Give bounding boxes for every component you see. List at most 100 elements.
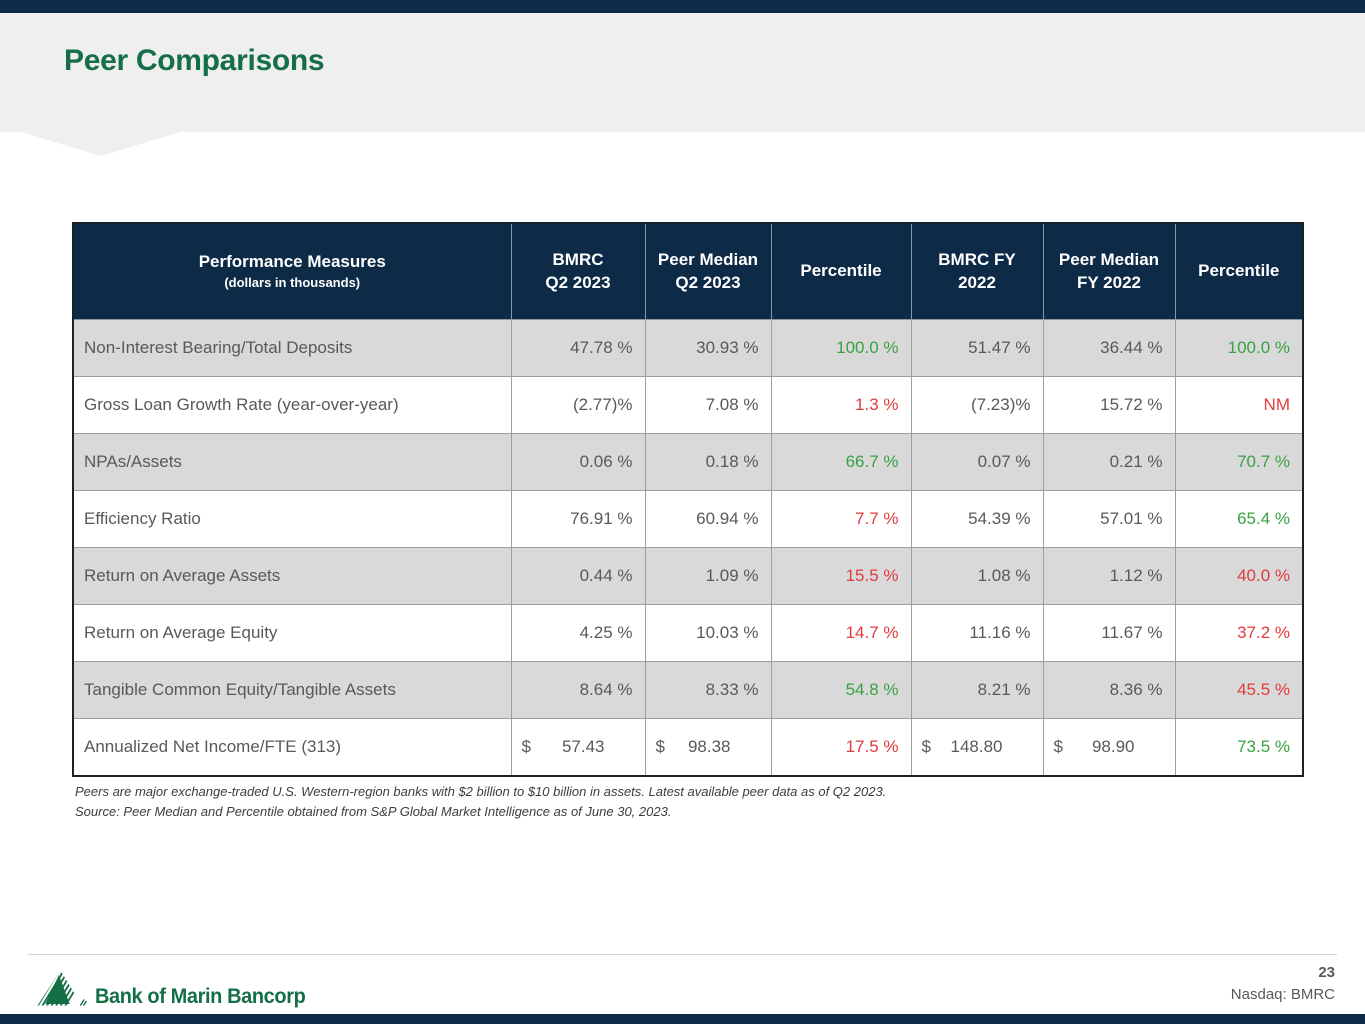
bottom-accent-bar (0, 1014, 1365, 1024)
cell-value: 60.94 % (696, 509, 758, 529)
cell-prefix: $ (656, 737, 665, 757)
cell-value: 57.01 % (1100, 509, 1162, 529)
cell-value: 37.2 % (1237, 623, 1290, 643)
cell-value: 0.21 % (1110, 452, 1163, 472)
cell-value: 65.4 % (1237, 509, 1290, 529)
ticker-label: Nasdaq: BMRC (1231, 984, 1335, 1006)
table-row: NPAs/Assets 0.06 % 0.18 % 66.7 % 0.07 % … (73, 434, 1303, 491)
cell-value: 57.43 (562, 737, 605, 757)
header-line1: Percentile (772, 260, 911, 283)
cell-value: 8.21 % (978, 680, 1031, 700)
metric-cell: 76.91 % (511, 491, 645, 548)
header-line1: Percentile (1176, 260, 1303, 283)
metric-cell: 1.12 % (1043, 548, 1175, 605)
cell-value: 98.90 (1092, 737, 1135, 757)
cell-value: 100.0 % (836, 338, 898, 358)
cell-value: (7.23)% (971, 395, 1031, 415)
metric-cell: 0.07 % (911, 434, 1043, 491)
metric-cell: 11.67 % (1043, 605, 1175, 662)
metric-cell: 57.01 % (1043, 491, 1175, 548)
table-row: Tangible Common Equity/Tangible Assets 8… (73, 662, 1303, 719)
cell-value: NM (1264, 395, 1290, 415)
table-row: Return on Average Equity 4.25 % 10.03 % … (73, 605, 1303, 662)
percentile-cell: 1.3 % (771, 377, 911, 434)
cell-prefix: $ (922, 737, 931, 757)
footnotes: Peers are major exchange-traded U.S. Wes… (75, 782, 886, 821)
percentile-cell: 15.5 % (771, 548, 911, 605)
cell-value: 47.78 % (570, 338, 632, 358)
header-bmrc-q2: BMRC Q2 2023 (511, 223, 645, 320)
header-peer-median-fy: Peer Median FY 2022 (1043, 223, 1175, 320)
metric-cell: 36.44 % (1043, 320, 1175, 377)
metric-cell: 1.09 % (645, 548, 771, 605)
cell-value: 148.80 (951, 737, 1003, 757)
footer-divider (28, 954, 1337, 955)
cell-value: 15.5 % (846, 566, 899, 586)
metric-cell: 51.47 % (911, 320, 1043, 377)
metric-cell: (2.77)% (511, 377, 645, 434)
row-label: Non-Interest Bearing/Total Deposits (73, 320, 511, 377)
header-line2: Q2 2023 (646, 272, 771, 295)
cell-prefix: $ (1054, 737, 1063, 757)
row-label: Return on Average Equity (73, 605, 511, 662)
cell-value: 10.03 % (696, 623, 758, 643)
bank-logo: Bank of Marin Bancorp (36, 968, 316, 1013)
cell-value: 0.07 % (978, 452, 1031, 472)
cell-value: (2.77)% (573, 395, 633, 415)
percentile-cell: 70.7 % (1175, 434, 1303, 491)
cell-value: 4.25 % (580, 623, 633, 643)
header-band-notch (18, 131, 184, 156)
metric-cell: 15.72 % (1043, 377, 1175, 434)
cell-value: 54.39 % (968, 509, 1030, 529)
table-row: Gross Loan Growth Rate (year-over-year) … (73, 377, 1303, 434)
metric-cell: 8.33 % (645, 662, 771, 719)
header-percentile-q2: Percentile (771, 223, 911, 320)
cell-value: 8.33 % (706, 680, 759, 700)
cell-value: 15.72 % (1100, 395, 1162, 415)
metric-cell: 0.21 % (1043, 434, 1175, 491)
metric-cell: 8.64 % (511, 662, 645, 719)
header-measures: Performance Measures (dollars in thousan… (73, 223, 511, 320)
percentile-cell: 54.8 % (771, 662, 911, 719)
header-measures-subtitle: (dollars in thousands) (74, 274, 511, 292)
cell-value: 51.47 % (968, 338, 1030, 358)
header-percentile-fy: Percentile (1175, 223, 1303, 320)
table-row: Return on Average Assets 0.44 % 1.09 % 1… (73, 548, 1303, 605)
metric-cell: 8.36 % (1043, 662, 1175, 719)
metric-cell: 7.08 % (645, 377, 771, 434)
metric-cell: $98.90 (1043, 719, 1175, 777)
row-label: Gross Loan Growth Rate (year-over-year) (73, 377, 511, 434)
header-peer-median-q2: Peer Median Q2 2023 (645, 223, 771, 320)
cell-value: 11.67 % (1101, 623, 1162, 643)
percentile-cell: 100.0 % (771, 320, 911, 377)
cell-value: 100.0 % (1228, 338, 1290, 358)
table-row: Non-Interest Bearing/Total Deposits 47.7… (73, 320, 1303, 377)
header-line1: BMRC FY (912, 249, 1043, 272)
cell-value: 40.0 % (1237, 566, 1290, 586)
cell-value: 30.93 % (696, 338, 758, 358)
percentile-cell: 66.7 % (771, 434, 911, 491)
footnote-line: Peers are major exchange-traded U.S. Wes… (75, 782, 886, 802)
footnote-line: Source: Peer Median and Percentile obtai… (75, 802, 886, 822)
header-line2: 2022 (912, 272, 1043, 295)
percentile-cell: 73.5 % (1175, 719, 1303, 777)
cell-value: 98.38 (688, 737, 731, 757)
metric-cell: 1.08 % (911, 548, 1043, 605)
metric-cell: $57.43 (511, 719, 645, 777)
cell-value: 1.3 % (855, 395, 898, 415)
metric-cell: 47.78 % (511, 320, 645, 377)
header-line1: BMRC (512, 249, 645, 272)
page-number: 23 (1231, 962, 1335, 984)
cell-value: 0.18 % (706, 452, 759, 472)
metric-cell: 54.39 % (911, 491, 1043, 548)
footer-right: 23 Nasdaq: BMRC (1231, 962, 1335, 1006)
row-label: Return on Average Assets (73, 548, 511, 605)
table-row: Annualized Net Income/FTE (313) $57.43 $… (73, 719, 1303, 777)
cell-value: 36.44 % (1100, 338, 1162, 358)
cell-value: 0.44 % (580, 566, 633, 586)
header-line2: Q2 2023 (512, 272, 645, 295)
metric-cell: $98.38 (645, 719, 771, 777)
percentile-cell: 14.7 % (771, 605, 911, 662)
metric-cell: $148.80 (911, 719, 1043, 777)
metric-cell: 60.94 % (645, 491, 771, 548)
